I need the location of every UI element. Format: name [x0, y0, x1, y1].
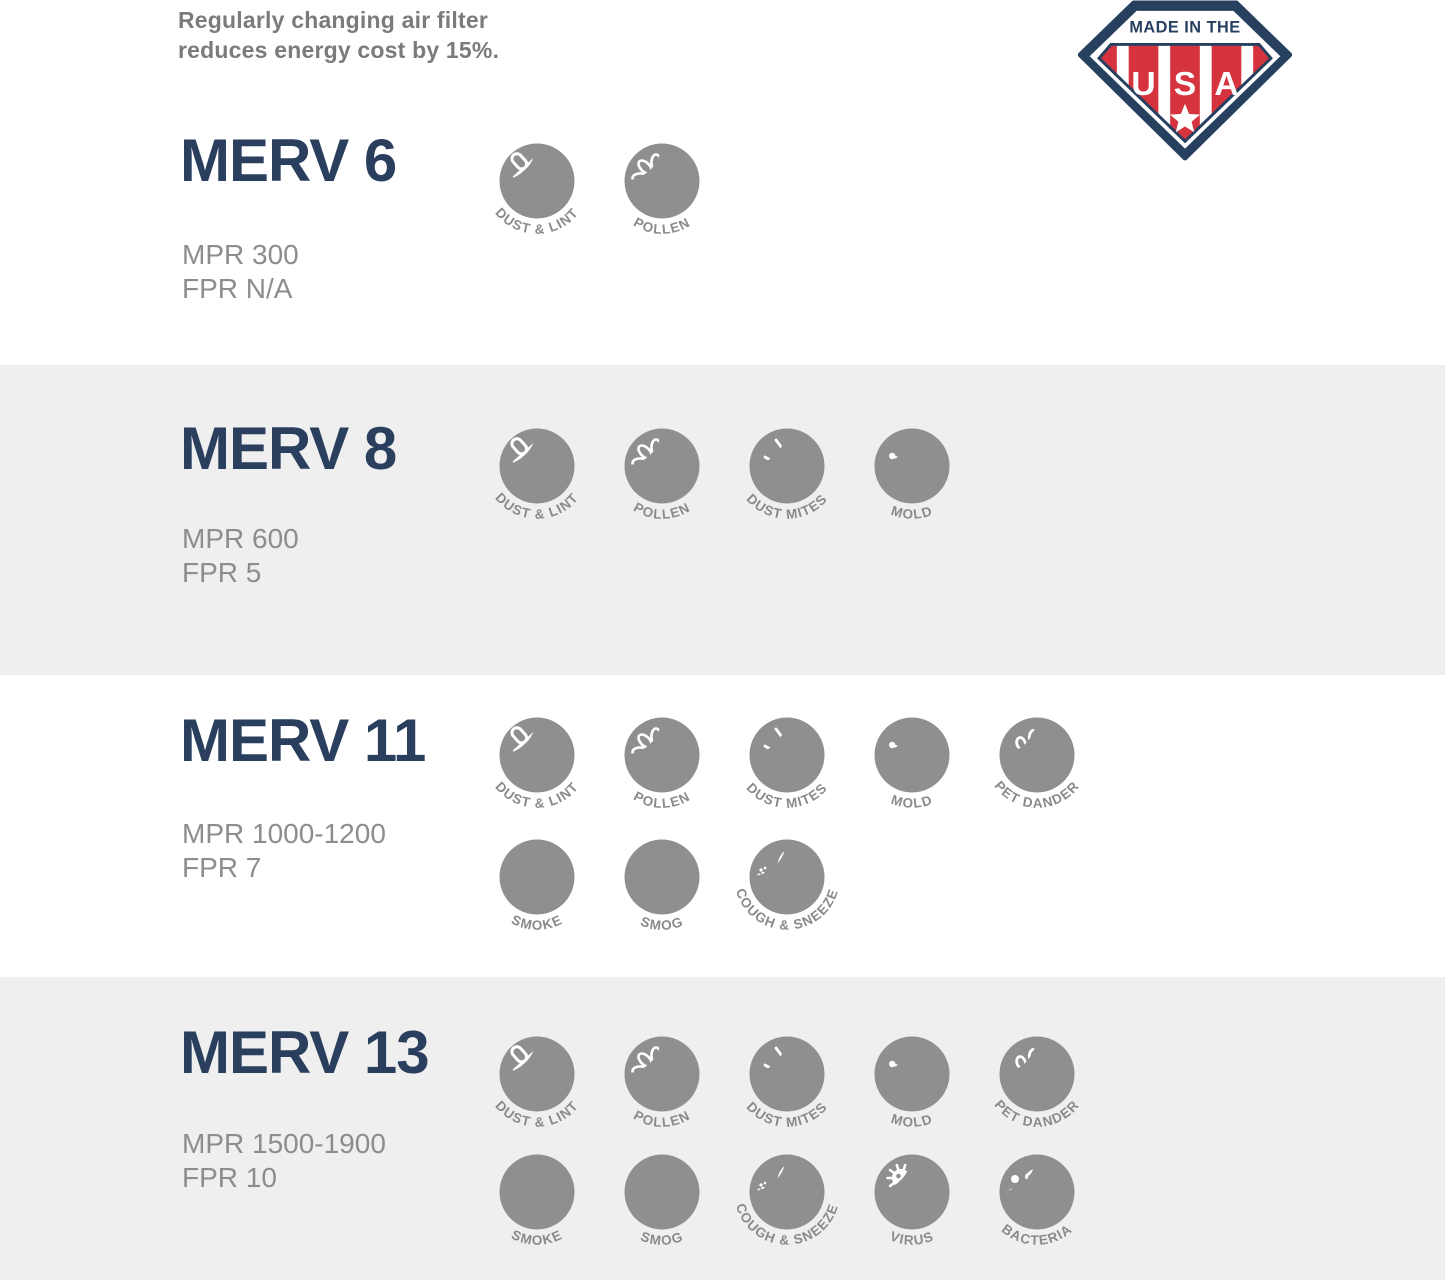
- dust-mites-icon: DUST MITES: [744, 1036, 829, 1130]
- merv-13-mpr: MPR 1500-1900: [182, 1128, 386, 1159]
- merv-11-specs: MPR 1000-1200 FPR 7: [182, 817, 386, 885]
- icon-label: POLLEN: [631, 1108, 693, 1130]
- merv-6-mpr: MPR 300: [182, 239, 299, 270]
- icon-label: POLLEN: [631, 789, 693, 811]
- pollen-icon: POLLEN: [624, 143, 700, 237]
- merv-13-section: MERV 13 MPR 1500-1900 FPR 10: [0, 977, 1445, 1280]
- pollen-icon: POLLEN: [624, 428, 700, 522]
- cough-sneeze-icon: COUGH & SNEEZE: [733, 1154, 840, 1248]
- merv-8-section: MERV 8 MPR 600 FPR 5: [0, 365, 1445, 675]
- icon-label: POLLEN: [631, 215, 693, 237]
- smog-icon: SMOG: [624, 839, 700, 933]
- badge-banner-text: MADE IN THE: [1129, 19, 1240, 37]
- merv-11-section: MERV 11 MPR 1000-1200 FPR 7: [0, 675, 1445, 977]
- energy-savings-blurb: Regularly changing air filter reduces en…: [178, 5, 499, 65]
- merv-6-fpr: FPR N/A: [182, 273, 293, 304]
- star-icon: [1169, 103, 1201, 133]
- merv-6-title: MERV 6: [180, 127, 397, 194]
- merv-13-title: MERV 13: [180, 1019, 430, 1086]
- pet-dander-icon: PET DANDER: [992, 717, 1081, 811]
- merv-8-mpr: MPR 600: [182, 523, 299, 554]
- merv-11-fpr: FPR 7: [182, 852, 262, 883]
- dust-lint-icon: DUST & LINT: [492, 717, 580, 811]
- icon-label: SMOKE: [509, 1227, 565, 1248]
- merv-8-fpr: FPR 5: [182, 557, 262, 588]
- icon-label: SMOG: [639, 1229, 686, 1248]
- badge-letter-s: S: [1174, 66, 1196, 103]
- blurb-line-1: Regularly changing air filter: [178, 7, 488, 33]
- merv-11-title: MERV 11: [180, 707, 426, 774]
- merv-8-specs: MPR 600 FPR 5: [182, 522, 299, 590]
- virus-icon: VIRUS: [874, 1154, 950, 1248]
- badge-letter-u: U: [1131, 66, 1155, 103]
- icon-label: SMOKE: [509, 912, 565, 933]
- smoke-icon: SMOKE: [499, 1154, 575, 1248]
- dust-lint-icon: DUST & LINT: [492, 143, 580, 237]
- merv-13-specs: MPR 1500-1900 FPR 10: [182, 1127, 386, 1195]
- smoke-icon: SMOKE: [499, 839, 575, 933]
- icon-label: SMOG: [639, 914, 686, 933]
- badge-letter-a: A: [1214, 66, 1238, 103]
- merv-6-specs: MPR 300 FPR N/A: [182, 238, 299, 306]
- icon-label: MOLD: [889, 1111, 934, 1130]
- merv-8-title: MERV 8: [180, 415, 397, 482]
- smog-icon: SMOG: [624, 1154, 700, 1248]
- merv-11-mpr: MPR 1000-1200: [182, 818, 386, 849]
- mold-icon: MOLD: [874, 717, 950, 811]
- badge-stripe-border: [1097, 42, 1273, 144]
- bacteria-icon: BACTERIA: [999, 1154, 1075, 1248]
- pollen-icon: POLLEN: [624, 1036, 700, 1130]
- pet-dander-icon: PET DANDER: [992, 1036, 1081, 1130]
- cough-sneeze-icon: COUGH & SNEEZE: [733, 839, 840, 933]
- dust-lint-icon: DUST & LINT: [492, 1036, 580, 1130]
- merv-13-fpr: FPR 10: [182, 1162, 277, 1193]
- dust-mites-icon: DUST MITES: [744, 428, 829, 522]
- pollen-icon: POLLEN: [624, 717, 700, 811]
- dust-lint-icon: DUST & LINT: [492, 428, 580, 522]
- icon-label: MOLD: [889, 792, 934, 811]
- icon-label: VIRUS: [888, 1229, 936, 1248]
- dust-mites-icon: DUST MITES: [744, 717, 829, 811]
- blurb-line-2: reduces energy cost by 15%.: [178, 37, 500, 63]
- icon-label: POLLEN: [631, 500, 693, 522]
- made-in-usa-badge: MADE IN THE U S A: [1077, 0, 1293, 161]
- mold-icon: MOLD: [874, 1036, 950, 1130]
- mold-icon: MOLD: [874, 428, 950, 522]
- icon-label: MOLD: [889, 503, 934, 522]
